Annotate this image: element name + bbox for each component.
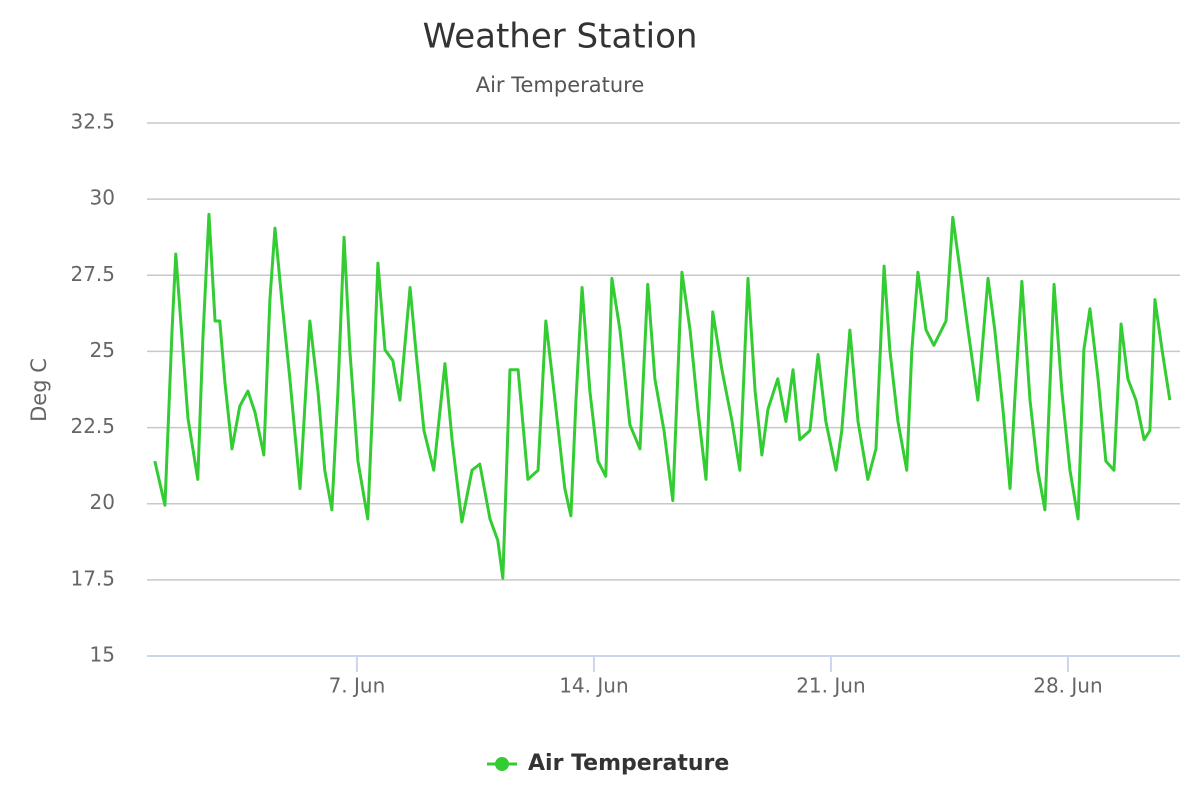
chart-subtitle: Air Temperature — [476, 73, 645, 97]
y-tick-label: 17.5 — [70, 566, 115, 590]
y-tick-label: 22.5 — [70, 414, 115, 438]
legend-symbol-marker — [495, 757, 509, 771]
y-tick-label: 27.5 — [70, 262, 115, 286]
x-tick-label: 14. Jun — [559, 674, 628, 698]
legend-label: Air Temperature — [528, 751, 729, 776]
y-tick-label: 20 — [90, 490, 115, 514]
data-line — [153, 212, 1172, 580]
x-tick-label: 21. Jun — [796, 674, 865, 698]
y-tick-label: 15 — [90, 643, 115, 667]
x-tick-label: 7. Jun — [329, 674, 386, 698]
y-tick-label: 32.5 — [70, 110, 115, 134]
y-axis-label: Deg C — [27, 358, 51, 422]
x-tick-label: 28. Jun — [1033, 674, 1102, 698]
y-tick-label: 30 — [90, 186, 115, 210]
y-tick-label: 25 — [90, 338, 115, 362]
chart-title: Weather Station — [423, 17, 698, 57]
